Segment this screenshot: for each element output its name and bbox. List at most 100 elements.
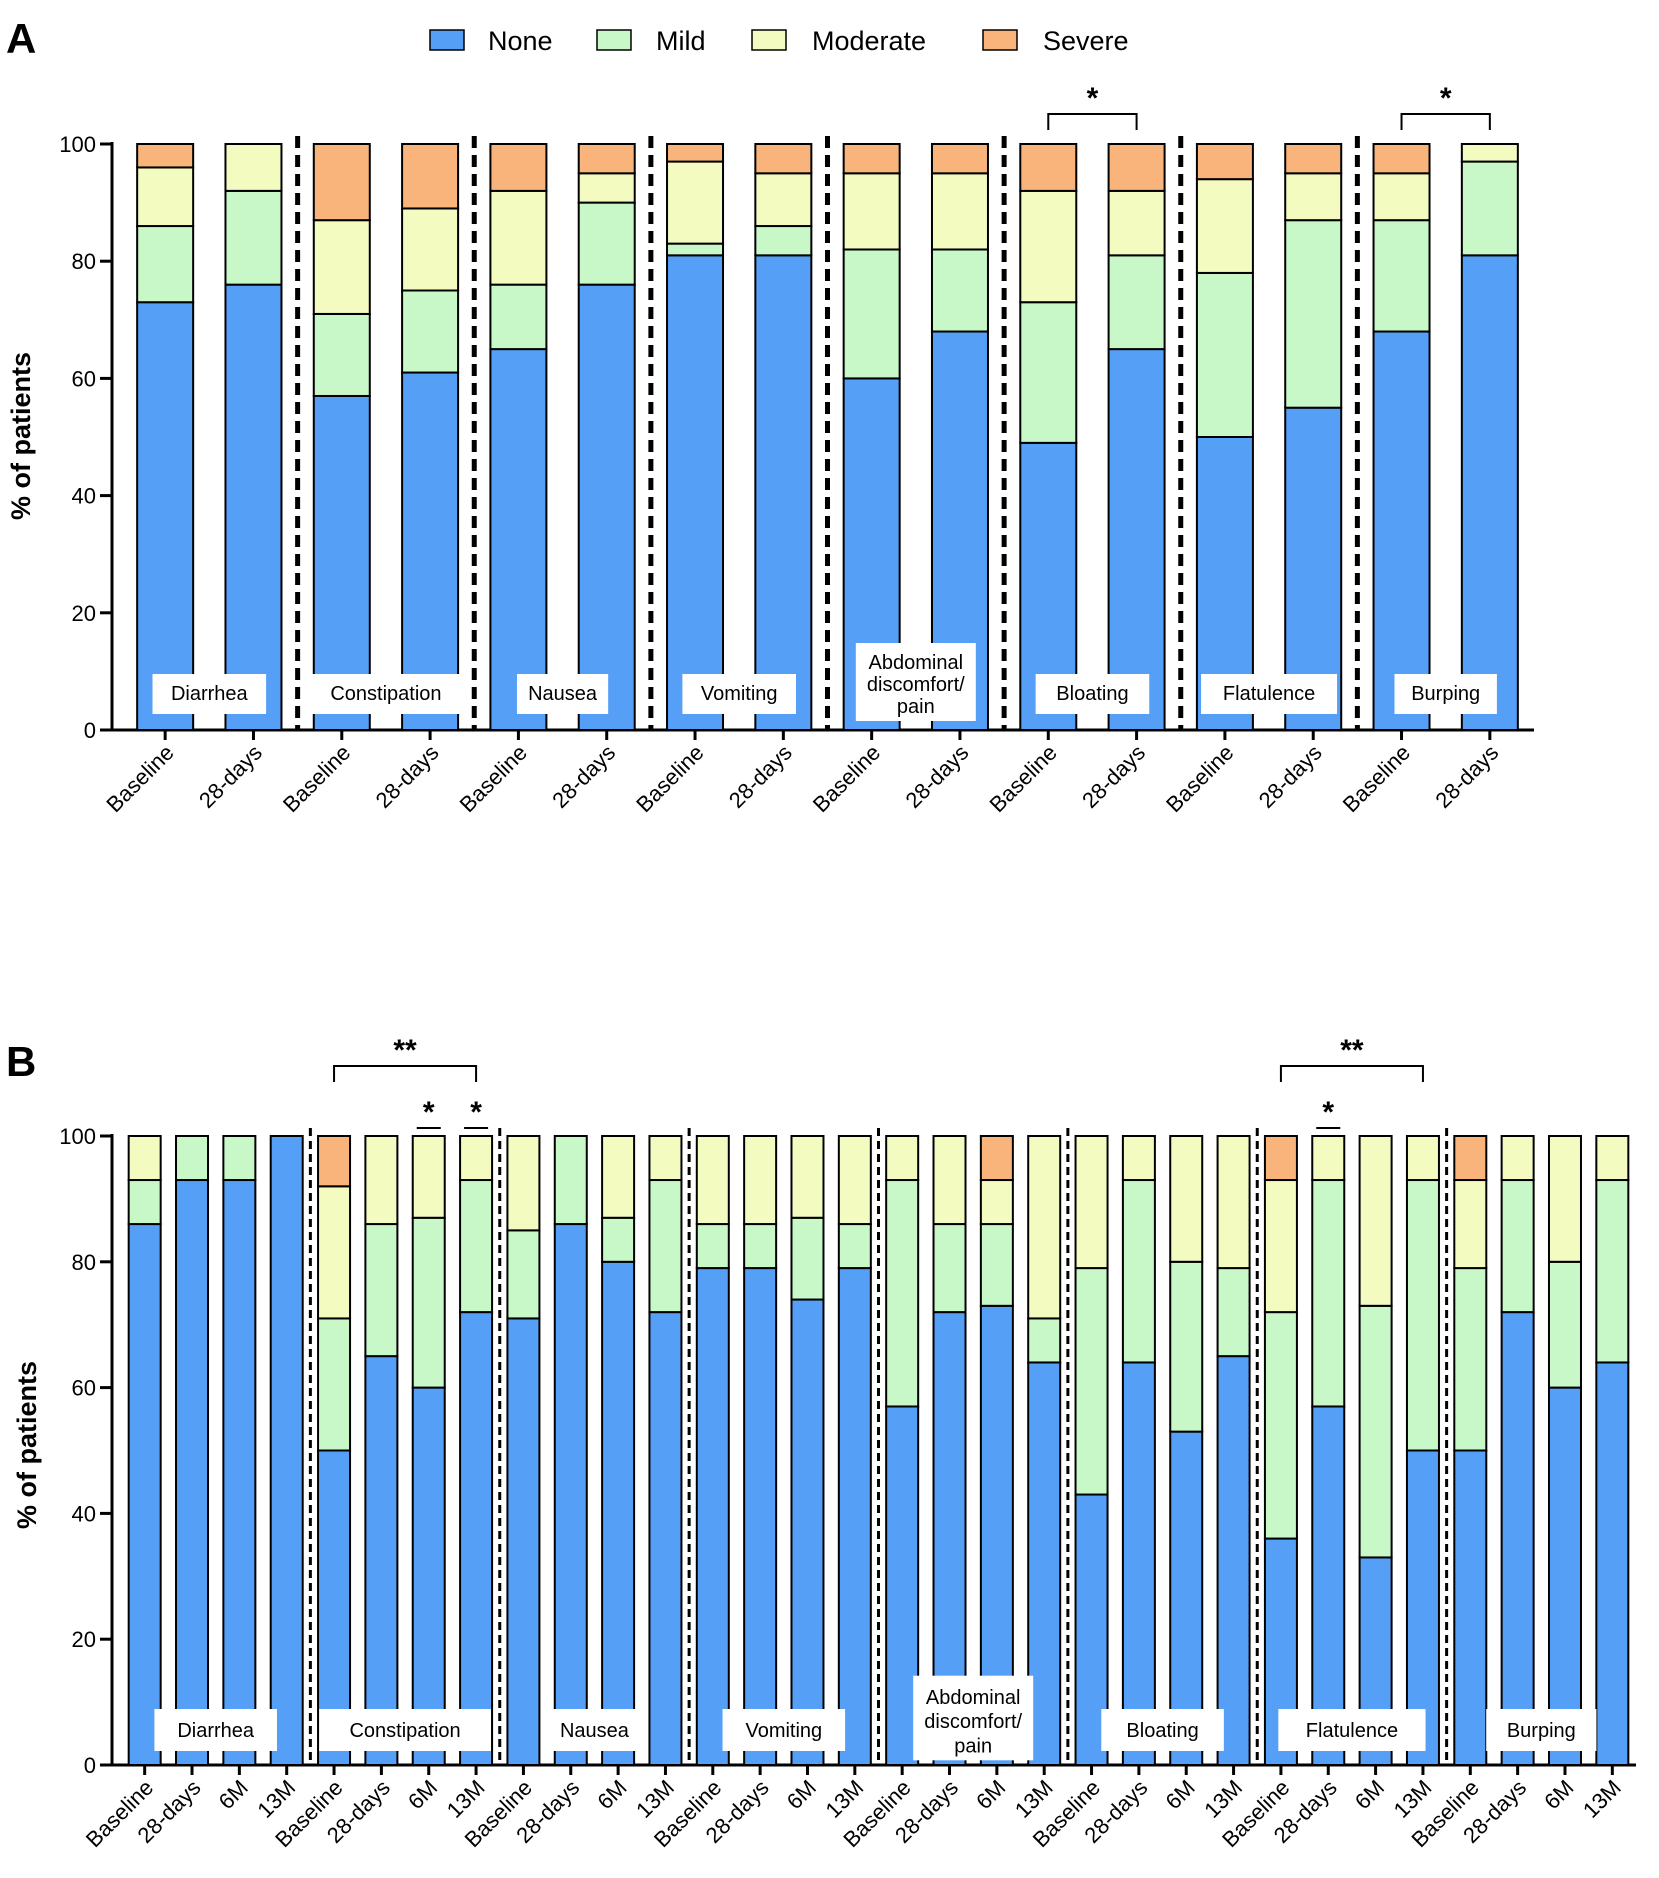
y-tick-label-a: 80 [72,249,96,274]
bar-segment-moderate [979,1179,1014,1226]
bar-segment-none [1595,1361,1630,1766]
bar-segment-none [1500,1311,1535,1766]
bar-segment-moderate [1311,1135,1346,1182]
category-label-box [1394,674,1497,714]
bar-segment-severe [1195,143,1254,181]
bar-segment-moderate [932,1135,967,1226]
category-label: discomfort/ [924,1711,1022,1733]
bar-segment-mild [885,1179,920,1408]
category-label-box [1486,1709,1597,1751]
bar-segment-none [269,1135,304,1766]
bar-segment-mild [506,1229,541,1320]
bar-segment-moderate [1027,1135,1062,1320]
significance-label: * [1087,82,1099,115]
bar-segment-severe [1107,143,1166,192]
bar-segment-moderate [885,1135,920,1182]
bar-segment-mild [930,248,989,333]
x-tick-label-b: 6M [1539,1775,1578,1814]
bar-segment-moderate [1121,1135,1156,1182]
x-tick-label-b: 6M [971,1775,1010,1814]
panel-label-a: A [6,15,36,62]
bar-segment-mild [222,1135,257,1182]
bar-segment-mild [1263,1311,1298,1540]
x-tick-label-b: 13M [1578,1775,1626,1823]
bar-segment-moderate [1074,1135,1109,1270]
y-tick-label-a: 40 [72,484,96,509]
x-tick-label-b: 6M [592,1775,631,1814]
legend-swatch-none [429,29,465,51]
bar-segment-none [601,1260,636,1767]
category-label: Burping [1507,1720,1576,1742]
y-tick-label-a: 60 [72,366,96,391]
bar-segment-moderate [601,1135,636,1219]
bar-segment-moderate [1284,172,1343,222]
bar-segment-moderate [577,172,636,204]
bar-segment-none [790,1298,825,1767]
legend: None Mild Moderate Severe [429,26,1129,56]
x-tick-label-a: Baseline [455,740,532,817]
category-label: Constipation [330,683,441,705]
bar-segment-severe [1019,143,1078,192]
bar-segment-none [1121,1361,1156,1766]
significance-label: * [1322,1096,1334,1129]
x-tick-label-a: 28-days [371,740,444,813]
bar-segment-mild [648,1179,683,1314]
bar-segment-none [224,283,283,731]
bar-segment-none [1453,1449,1488,1766]
bar-segment-severe [979,1135,1014,1182]
bar-segment-mild [666,242,725,257]
bar-segment-moderate [312,219,371,315]
bar-segment-moderate [1195,178,1254,274]
x-tick-label-a: 28-days [724,740,797,813]
bar-segment-mild [1405,1179,1440,1452]
y-tick-label-b: 60 [72,1376,96,1401]
bar-segment-mild [790,1216,825,1301]
bar-segment-mild [1284,219,1343,409]
x-tick-label-a: 28-days [547,740,620,813]
y-tick-label-a: 20 [72,601,96,626]
bar-segment-severe [842,143,901,175]
bar-segment-mild [312,312,371,397]
category-label: Vomiting [745,1720,822,1742]
bar-segment-moderate [842,172,901,251]
category-label-box [1035,674,1150,714]
bar-segment-none [1372,330,1431,731]
bar-segment-moderate [1595,1135,1630,1182]
category-label: Flatulence [1223,683,1315,705]
category-label: Flatulence [1306,1720,1398,1742]
bar-segment-mild [979,1223,1014,1307]
category-label-box [722,1709,846,1751]
bar-segment-moderate [401,207,460,292]
legend-label-moderate: Moderate [812,26,926,56]
bar-segment-moderate [837,1135,872,1226]
category-label: Abdominal [926,1687,1021,1709]
y-tick-label-b: 40 [72,1501,96,1526]
bar-segment-none [506,1317,541,1767]
bar-segment-moderate [1405,1135,1440,1182]
significance-bracket [1400,113,1491,130]
category-label: Constipation [349,1720,460,1742]
bar-segment-mild [577,201,636,286]
y-axis-title-a: % of patients [6,352,36,520]
bar-segment-mild [1169,1260,1204,1433]
bar-segment-moderate [364,1135,399,1226]
bar-segment-none [648,1311,683,1766]
x-tick-label-a: Baseline [631,740,708,817]
bar-segment-mild [932,1223,967,1314]
bar-segment-mild [1372,219,1431,333]
bar-segment-none [459,1311,494,1766]
bar-segment-moderate [743,1135,778,1226]
bar-segment-moderate [136,166,195,228]
bar-segment-none [411,1386,446,1766]
bar-segment-mild [743,1223,778,1270]
bar-segment-severe [489,143,548,192]
y-tick-label-b: 100 [59,1124,96,1149]
category-label: discomfort/ [867,674,965,696]
bar-segment-moderate [1169,1135,1204,1263]
bar-segment-severe [401,143,460,210]
bar-segment-mild [1195,271,1254,439]
bar-segment-mild [754,225,813,257]
bar-segment-mild [1027,1317,1062,1364]
bar-segment-moderate [1216,1135,1251,1270]
